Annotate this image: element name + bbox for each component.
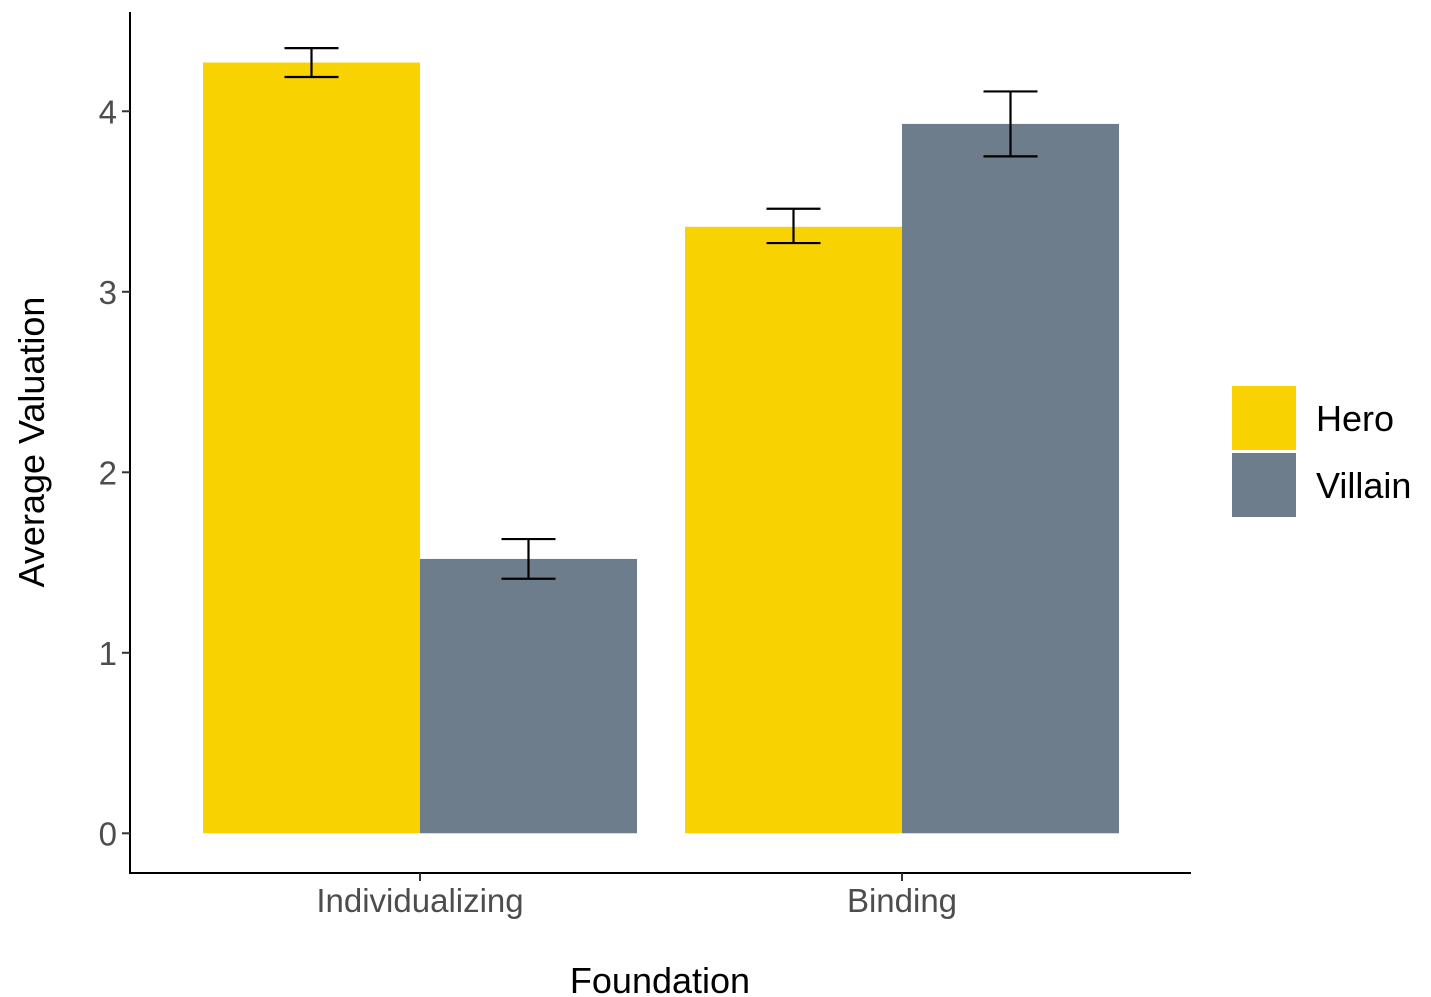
error-bar-hero-binding	[766, 207, 821, 245]
legend-key-villain	[1232, 453, 1296, 517]
legend-label-hero: Hero	[1316, 398, 1394, 439]
legend: Hero Villain	[1232, 386, 1411, 517]
bars-layer	[203, 62, 1119, 834]
legend-key-hero	[1232, 386, 1296, 450]
y-axis-ticks: 0 1 2 3 4	[99, 93, 130, 852]
x-axis-title: Foundation	[570, 960, 750, 997]
bar-villain-binding	[902, 123, 1119, 834]
bar-hero-binding	[685, 226, 902, 834]
error-bars-layer	[284, 47, 1038, 580]
error-bar-villain-individualizing	[501, 537, 556, 580]
y-tick-label: 1	[99, 635, 117, 672]
error-bar-hero-individualizing	[284, 47, 339, 79]
bar-villain-individualizing	[420, 558, 637, 834]
y-tick-label: 2	[99, 454, 117, 491]
error-bar-villain-binding	[983, 90, 1038, 158]
y-axis-title: Average Valuation	[11, 297, 52, 588]
x-tick-label: Individualizing	[316, 882, 523, 919]
x-tick-label: Binding	[847, 882, 957, 919]
legend-label-villain: Villain	[1316, 465, 1411, 506]
y-tick-label: 0	[99, 815, 117, 852]
x-axis-ticks: Individualizing Binding	[316, 873, 957, 919]
y-tick-label: 3	[99, 274, 117, 311]
bar-hero-individualizing	[203, 62, 420, 834]
y-tick-label: 4	[99, 93, 117, 130]
